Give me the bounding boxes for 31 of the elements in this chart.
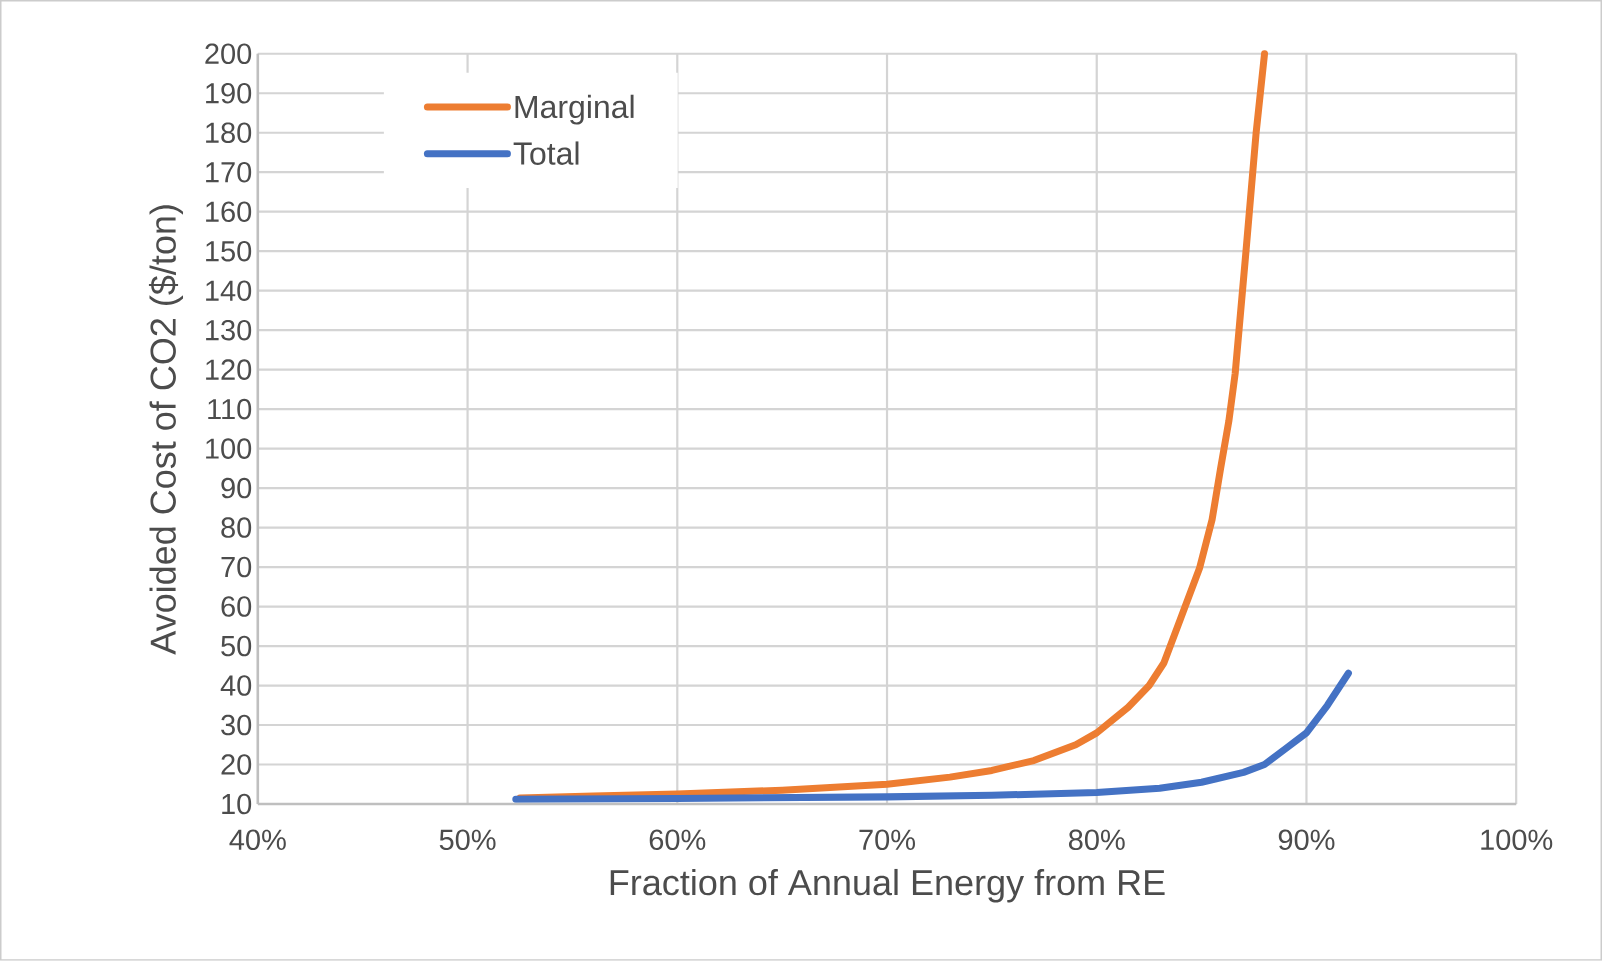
y-tick-label: 10 — [222, 793, 252, 815]
x-tick-label: 80% — [1068, 829, 1125, 851]
x-tick-label: 60% — [649, 829, 706, 851]
y-tick-label: 90 — [221, 477, 252, 499]
y-tick-label: 110 — [208, 398, 252, 420]
y-tick-label: 100 — [206, 438, 252, 459]
y-axis-title: Avoided Cost of CO2 ($/ton) — [148, 205, 184, 655]
y-tick-label: 20 — [221, 754, 252, 775]
x-tick-label: 100% — [1481, 829, 1553, 851]
y-tick-label: 80 — [221, 517, 252, 538]
y-tick-label: 200 — [205, 43, 252, 65]
y-tick-label: 60 — [221, 596, 252, 617]
y-tick-label: 40 — [220, 675, 252, 696]
x-tick-label: 90% — [1278, 829, 1335, 851]
y-tick-label: 180 — [206, 122, 252, 144]
y-tick-label: 170 — [206, 162, 252, 183]
x-axis-title: Fraction of Annual Energy from RE — [610, 869, 1165, 903]
legend-label: Total — [513, 141, 579, 166]
x-tick-label: 40% — [229, 829, 286, 851]
y-tick-label: 160 — [206, 201, 252, 223]
y-tick-label: 140 — [206, 280, 252, 302]
legend-label: Marginal — [515, 94, 634, 125]
y-tick-label: 150 — [206, 241, 252, 262]
x-tick-label: 70% — [859, 829, 915, 851]
x-tick-label: 50% — [439, 829, 496, 851]
y-tick-label: 30 — [221, 714, 252, 736]
y-tick-label: 50 — [221, 635, 252, 657]
y-tick-label: 130 — [206, 320, 252, 341]
y-tick-label: 120 — [206, 359, 252, 381]
y-tick-label: 190 — [206, 83, 252, 104]
y-tick-label: 70 — [221, 556, 252, 578]
